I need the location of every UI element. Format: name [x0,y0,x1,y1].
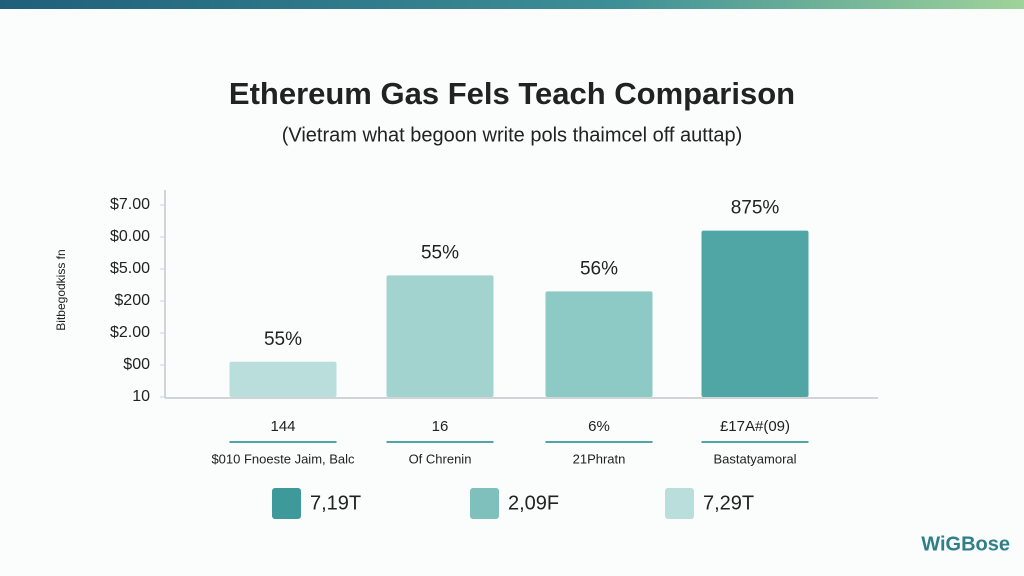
legend-label: 7,29T [703,492,754,514]
chart-title: Ethereum Gas Fels Teach Comparison [229,76,795,111]
x-tick-label: $010 Fnoeste Jaim, Balc [211,451,355,466]
sub-label: £17A#(09) [720,418,790,435]
bar-annotation: 55% [421,242,459,263]
watermark: WiGBose [921,533,1010,555]
bar-annotation: 875% [731,198,780,219]
legend-swatch [665,488,694,519]
bar [545,291,653,397]
y-tick-label: $5.00 [110,260,150,277]
bar-annotation: 55% [264,329,302,350]
y-tick-label: $0.00 [110,228,150,245]
x-tick-label: Bastatyamoral [713,451,796,466]
y-tick-label: $2.00 [110,324,150,341]
top-bar [0,0,1024,9]
y-tick-label: $7.00 [110,196,150,213]
bar [229,361,337,397]
x-tick-label: Of Chrenin [409,451,472,466]
bar [386,275,494,397]
sub-label: 144 [270,418,295,435]
bar [701,230,809,397]
sub-label: 16 [432,418,449,435]
chart-subtitle: (Vietram what begoon write pols thaimcel… [282,124,743,146]
legend-label: 2,09F [508,492,559,514]
y-axis-label: Bitbegodkiss fn [54,249,68,330]
legend-swatch [272,488,301,519]
x-tick-label: 21Phratn [573,451,626,466]
y-tick-label: $200 [114,292,150,309]
y-tick-label: 10 [132,388,150,405]
bar-annotation: 56% [580,258,618,279]
legend-swatch [470,488,499,519]
legend-label: 7,19T [310,492,361,514]
sub-label: 6% [588,418,610,435]
y-tick-label: $00 [123,356,150,373]
